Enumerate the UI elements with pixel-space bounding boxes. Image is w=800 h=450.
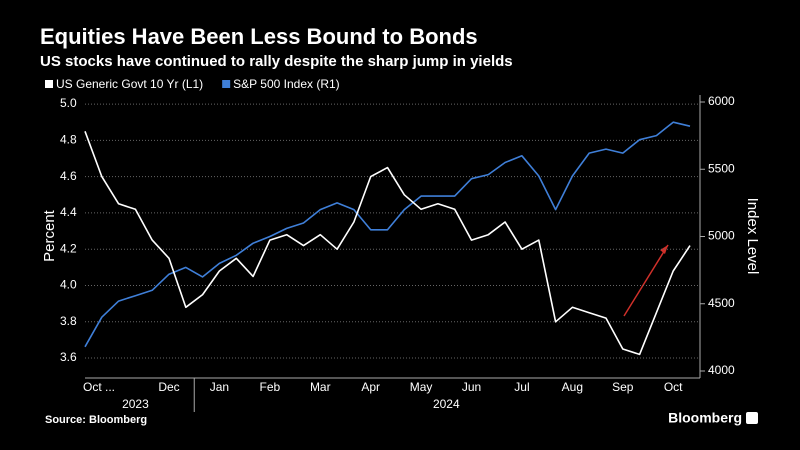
brand-icon (746, 412, 758, 424)
legend-swatch (45, 80, 53, 88)
series-line (84, 121, 691, 348)
chart-title: Equities Have Been Less Bound to Bonds (40, 24, 478, 49)
y-tick-label: 4.6 (60, 169, 77, 183)
y-tick-label: 4.8 (60, 133, 77, 147)
year-label: 2024 (433, 397, 460, 411)
brand: Bloomberg (668, 410, 742, 426)
annotation-arrow (623, 244, 669, 317)
y-tick-label: 3.6 (60, 350, 77, 364)
x-tick-label: Dec (158, 380, 179, 394)
y2-tick-label: 4000 (708, 363, 735, 377)
x-tick-label: Jan (210, 380, 229, 394)
x-tick-label: May (410, 380, 433, 394)
source: Source: Bloomberg (45, 414, 147, 426)
y-tick-label: 4.2 (60, 241, 77, 255)
y2-axis-label: Index Level (744, 198, 761, 275)
legend-label: S&P 500 Index (R1) (233, 77, 340, 91)
y2-tick-label: 5500 (708, 161, 735, 175)
x-tick-label: Oct (664, 380, 683, 394)
x-tick-label: Aug (562, 380, 583, 394)
x-tick-label: Oct ... (83, 380, 115, 394)
x-tick-label: Sep (612, 380, 634, 394)
x-tick-label: Jun (462, 380, 481, 394)
chart-subtitle: US stocks have continued to rally despit… (40, 53, 513, 70)
series-line (84, 131, 691, 356)
x-tick-label: Feb (260, 380, 281, 394)
y-tick-label: 4.0 (60, 278, 77, 292)
y-tick-label: 5.0 (60, 96, 77, 110)
y-tick-label: 4.4 (60, 205, 77, 219)
x-tick-label: Apr (361, 380, 380, 394)
year-label: 2023 (122, 397, 149, 411)
y2-tick-label: 4500 (708, 296, 735, 310)
y-tick-label: 3.8 (60, 314, 77, 328)
legend-label: US Generic Govt 10 Yr (L1) (56, 77, 203, 91)
y2-tick-label: 6000 (708, 94, 735, 108)
y-axis-label: Percent (41, 209, 58, 262)
y2-tick-label: 5000 (708, 229, 735, 243)
x-tick-label: Jul (514, 380, 529, 394)
x-tick-label: Mar (310, 380, 331, 394)
legend-swatch (222, 80, 231, 88)
